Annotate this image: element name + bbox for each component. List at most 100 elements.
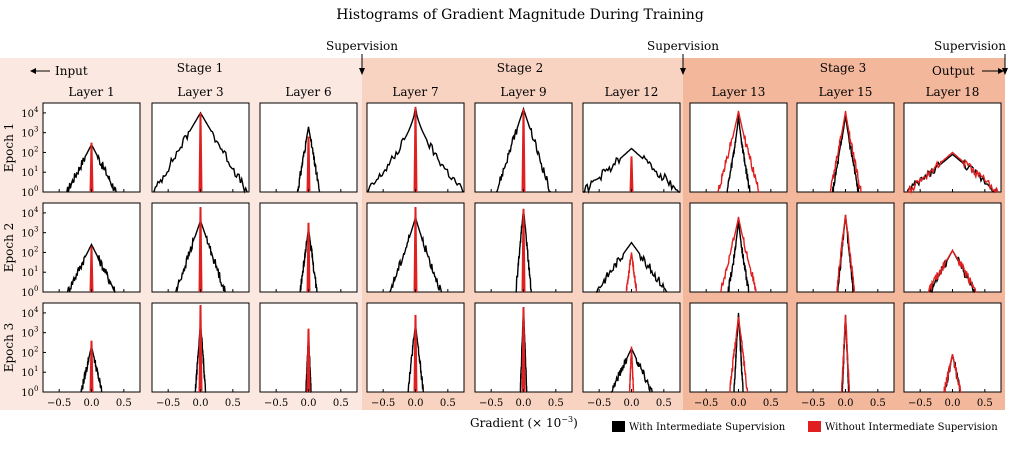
x-tick-label: 0.0 [731,398,747,409]
y-tick-exponent: 4 [34,106,39,114]
stage-label-1: Stage 1 [177,61,223,75]
series-without-supervision [841,314,851,393]
y-tick-exponent: 2 [34,345,38,353]
series-with-supervision [733,312,744,393]
x-axis-label-close: ) [573,416,578,430]
series-without-supervision [629,156,634,193]
y-tick-exponent: 1 [34,365,38,373]
series-without-supervision [413,314,418,393]
supervision-label: Supervision [326,39,398,53]
histogram-panel [259,102,358,193]
series-without-supervision [306,222,311,293]
panel-grid: Layer 1 Layer 3 Layer 6 Layer 7 Layer 9 Layer… [2,85,1002,409]
series-with-supervision [595,241,668,293]
legend: With Intermediate Supervision Without In… [612,421,998,433]
series-without-supervision [198,206,203,293]
histogram-panel [474,102,573,193]
x-tick-label: 0.0 [516,398,532,409]
series-without-supervision [198,112,203,193]
y-tick-exponent: 4 [34,206,39,214]
y-tick-label: 10 [21,348,34,359]
x-tick-label: −0.5 [371,398,395,409]
histogram-panel [151,202,250,293]
histogram-panel [259,302,358,393]
histogram-panel [903,102,1002,195]
y-tick-exponent: 1 [34,165,38,173]
series-without-supervision [943,354,962,393]
series-with-supervision [726,114,751,193]
y-tick-exponent: 2 [34,245,38,253]
series-without-supervision [521,108,526,193]
x-tick-label: −0.5 [47,398,71,409]
series-without-supervision [306,328,311,393]
histogram-panel [42,302,141,393]
series-without-supervision [198,304,203,393]
y-tick-label: 10 [21,109,34,120]
series-without-supervision [413,206,418,293]
series-without-supervision [413,106,418,193]
y-tick-exponent: 3 [34,126,38,134]
x-tick-label: −0.5 [479,398,503,409]
x-tick-label: −0.5 [156,398,180,409]
x-tick-label: 0.5 [116,398,132,409]
layer-header: Layer 3 [177,85,223,99]
histogram-panel [903,302,1002,393]
y-tick-label: 10 [21,148,34,159]
y-tick-exponent: 0 [34,385,38,393]
series-without-supervision [628,346,635,393]
series-without-supervision [89,142,94,193]
y-tick-exponent: 3 [34,226,38,234]
y-tick-label: 10 [21,129,34,140]
x-tick-label: 0.0 [945,398,961,409]
series-without-supervision [89,340,94,393]
epoch-label: Epoch 2 [2,223,16,273]
output-indicator: Output [932,64,1004,78]
y-tick-exponent: 1 [34,265,38,273]
supervision-marker-1: Supervision [326,39,398,75]
y-tick-exponent: 0 [34,185,38,193]
panel-frame [903,302,1002,393]
y-tick-label: 10 [21,209,34,220]
histogram-panel [796,102,895,193]
histogram-panel [582,102,681,195]
histogram-panel [366,302,465,393]
histogram-panel [689,302,788,393]
histogram-panel [582,202,681,293]
x-tick-label: 0.0 [193,398,209,409]
series-with-supervision [66,242,116,293]
series-without-supervision [521,306,526,393]
x-tick-label: −0.5 [587,398,611,409]
histogram-panel [474,202,573,293]
x-axis-label-exp: −3 [561,415,573,424]
series-without-supervision [829,110,862,193]
series-without-supervision [836,214,855,293]
series-without-supervision [89,246,94,293]
x-tick-label: 0.5 [977,398,993,409]
layer-header: Layer 7 [392,85,438,99]
x-tick-label: 0.5 [225,398,241,409]
x-tick-label: 0.0 [624,398,640,409]
supervision-label: Supervision [934,39,1006,53]
histogram-panel [151,302,250,393]
x-tick-label: 0.0 [301,398,317,409]
series-without-supervision [306,136,311,193]
y-tick-label: 10 [21,168,34,179]
legend-swatch-with [612,421,625,432]
y-tick-exponent: 4 [34,306,39,314]
panel-frame [903,202,1002,293]
y-tick-label: 10 [21,188,34,199]
series-with-supervision [296,126,321,193]
x-tick-label: −0.5 [264,398,288,409]
histogram-panel [689,202,788,293]
y-tick-label: 10 [21,309,34,320]
x-tick-label: 0.0 [408,398,424,409]
layer-header: Layer 13 [712,85,766,99]
y-tick-label: 10 [21,229,34,240]
y-tick-label: 10 [21,388,34,399]
x-axis-label-text: Gradient (× 10 [470,416,561,430]
legend-label-without: Without Intermediate Supervision [825,422,998,433]
y-tick-exponent: 0 [34,285,38,293]
series-without-supervision [521,208,526,293]
layer-header: Layer 9 [500,85,546,99]
